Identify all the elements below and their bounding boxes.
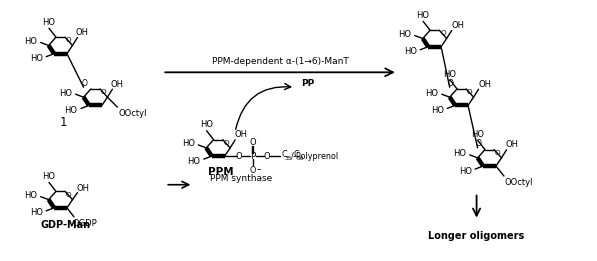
Text: HO: HO [444, 69, 457, 79]
Text: 35: 35 [285, 156, 292, 161]
Text: OH: OH [76, 28, 89, 37]
Text: HO: HO [425, 89, 438, 98]
Text: OH: OH [478, 80, 491, 89]
Text: HO: HO [398, 30, 411, 39]
Text: HO: HO [59, 89, 72, 98]
Text: O: O [263, 152, 270, 161]
Text: OOctyl: OOctyl [118, 109, 147, 118]
Text: HO: HO [417, 11, 430, 20]
Text: HO: HO [42, 18, 56, 27]
Text: O: O [66, 192, 72, 198]
Text: OH: OH [506, 140, 519, 150]
Text: O: O [467, 89, 473, 95]
Text: O: O [440, 30, 446, 36]
Text: HO: HO [472, 130, 485, 139]
Text: HO: HO [24, 191, 37, 200]
Text: –: – [256, 165, 261, 175]
Text: –Polyprenol: –Polyprenol [293, 152, 338, 161]
Text: O: O [250, 165, 256, 175]
Text: GDP-Man: GDP-Man [41, 221, 91, 230]
Text: HO: HO [431, 106, 444, 115]
Text: HO: HO [453, 149, 466, 158]
Text: HO: HO [404, 47, 417, 56]
Text: HO: HO [458, 167, 472, 176]
Text: O: O [249, 138, 256, 147]
Text: /: / [291, 152, 294, 161]
Text: HO: HO [42, 172, 56, 181]
Text: HO: HO [64, 106, 78, 115]
FancyArrowPatch shape [236, 84, 291, 129]
Text: OH: OH [451, 21, 464, 30]
Text: 1: 1 [60, 116, 67, 129]
Text: O: O [82, 79, 88, 88]
Text: OH: OH [111, 80, 124, 89]
Text: HO: HO [30, 208, 42, 217]
Text: PPM synthase: PPM synthase [210, 174, 272, 183]
Text: OGDP: OGDP [73, 219, 97, 228]
Text: O: O [101, 89, 106, 95]
Text: O: O [448, 79, 454, 88]
Text: 50: 50 [297, 156, 304, 161]
Text: O: O [224, 140, 229, 146]
Text: OOctyl: OOctyl [504, 179, 533, 187]
Text: O: O [495, 150, 501, 156]
Text: HO: HO [187, 157, 201, 166]
Text: C: C [282, 150, 287, 159]
Text: Longer oligomers: Longer oligomers [429, 232, 525, 241]
Text: O: O [235, 152, 242, 161]
Text: HO: HO [30, 54, 42, 63]
Text: PPM-dependent α-(1→6)-ManT: PPM-dependent α-(1→6)-ManT [212, 57, 349, 66]
Text: P: P [250, 152, 256, 161]
Text: OH: OH [77, 184, 90, 193]
Text: PP: PP [301, 79, 315, 88]
Text: HO: HO [200, 120, 213, 129]
Text: O: O [476, 139, 482, 149]
Text: HO: HO [24, 37, 37, 46]
Text: OH: OH [235, 130, 248, 139]
Text: C: C [294, 150, 299, 159]
Text: O: O [66, 37, 72, 43]
Text: HO: HO [182, 139, 195, 149]
Text: PPM: PPM [208, 167, 234, 177]
